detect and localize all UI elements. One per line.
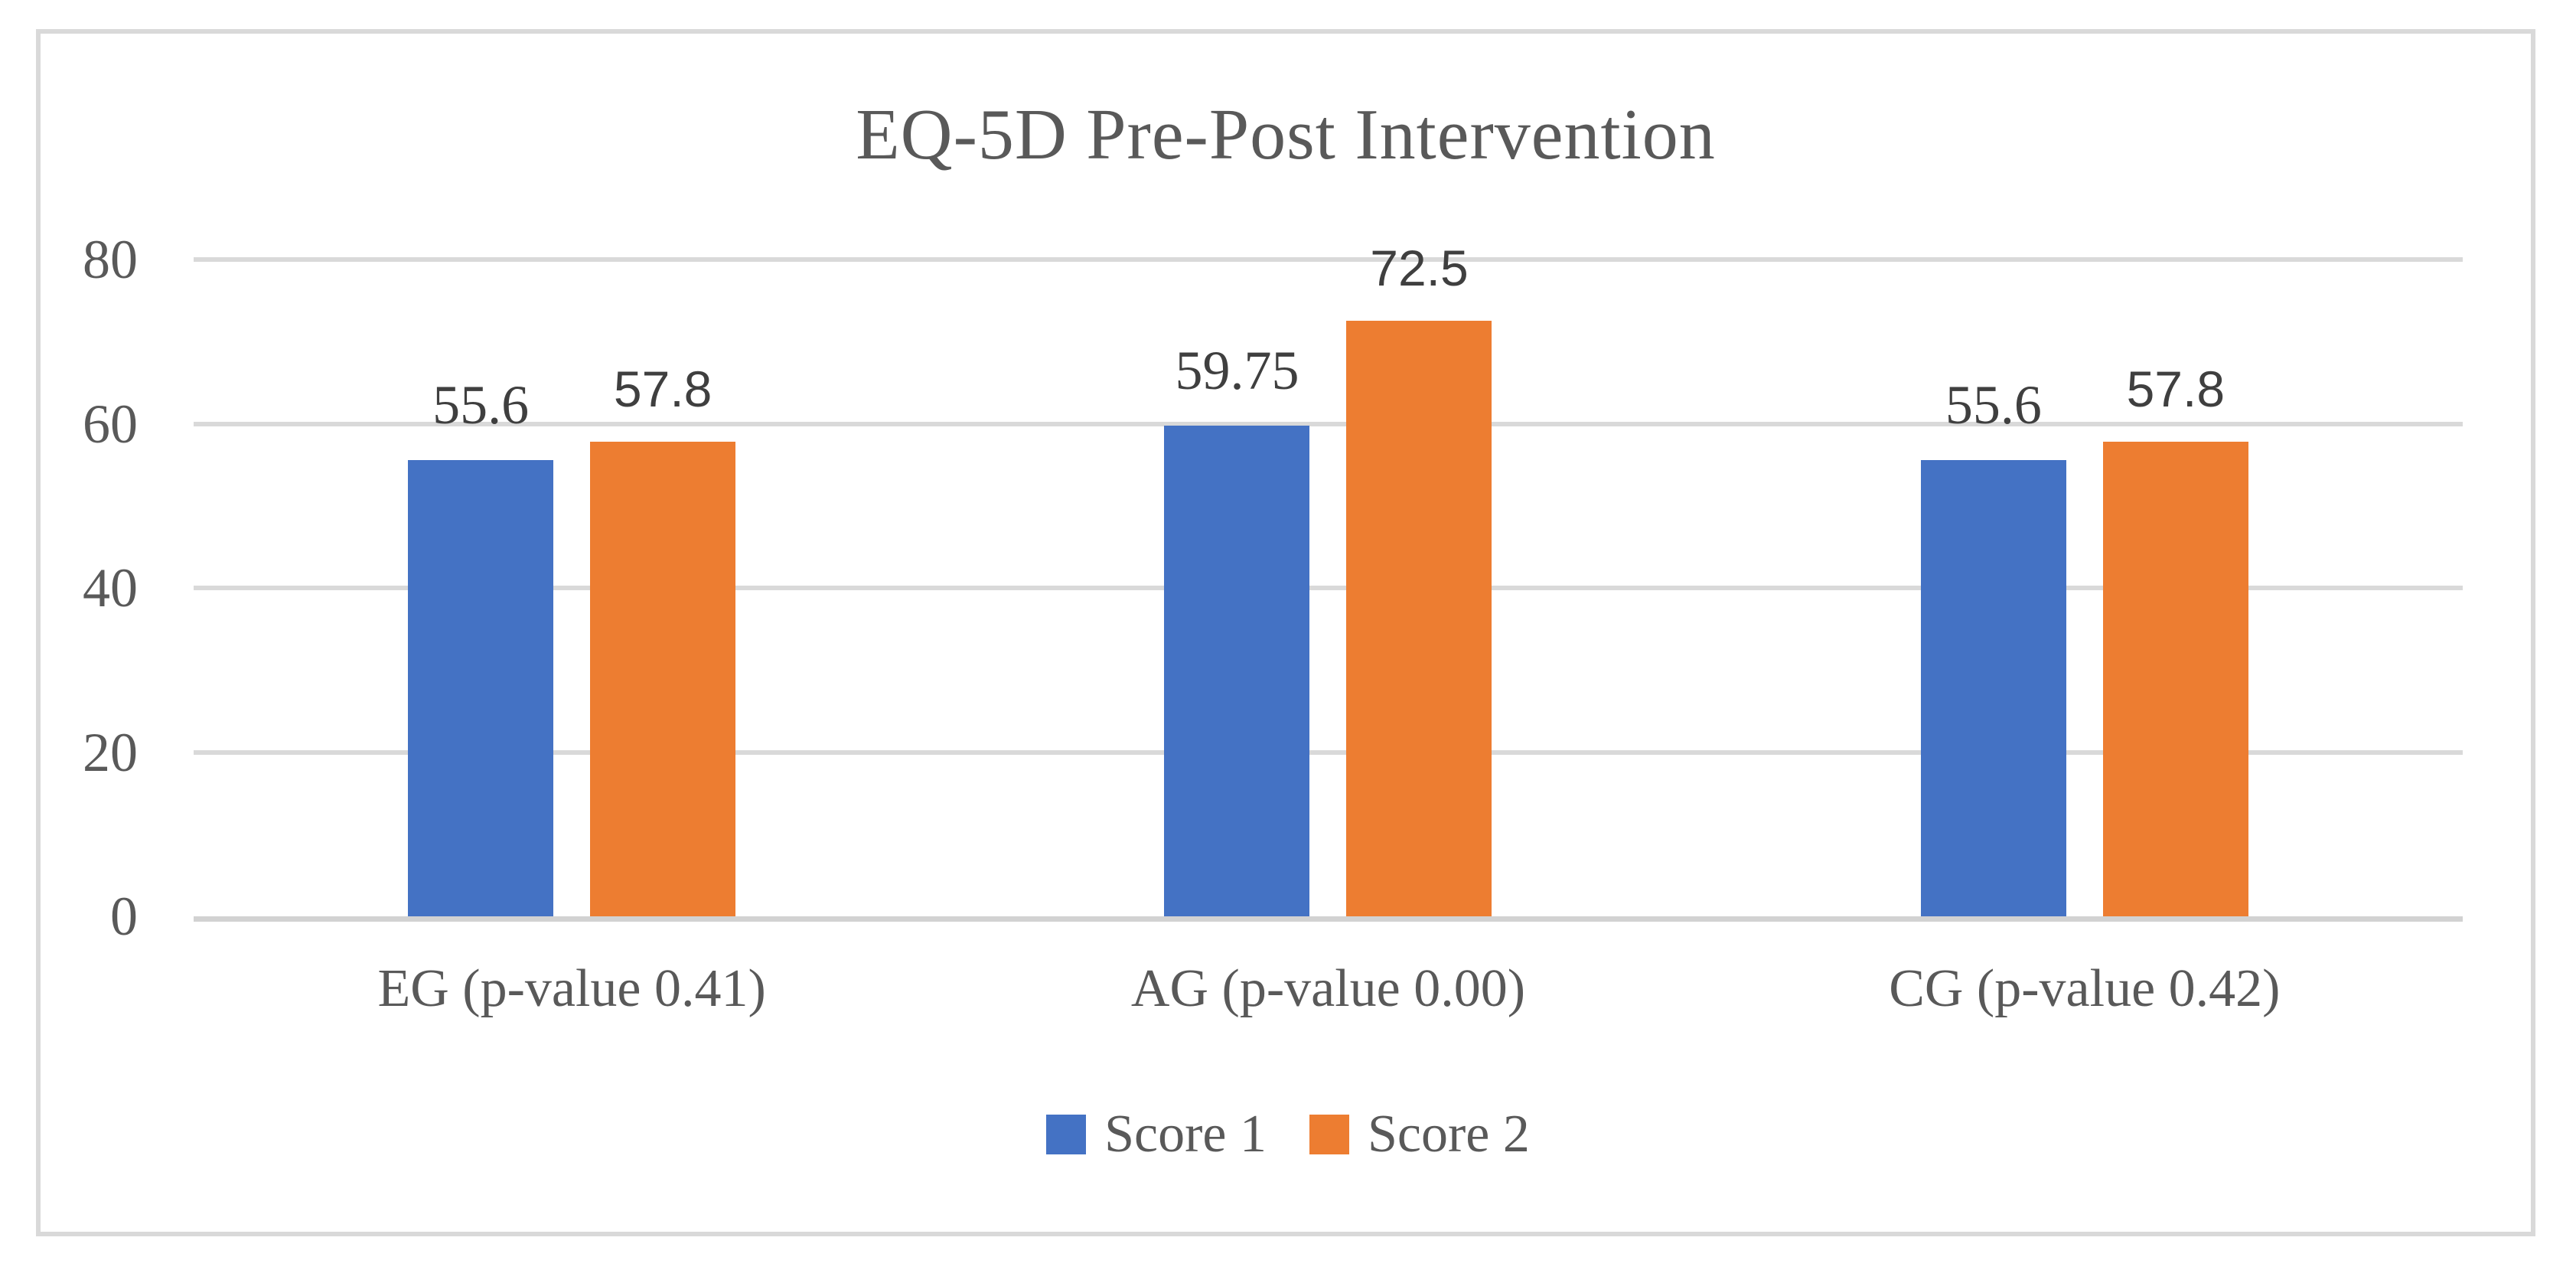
legend-item: Score 2 <box>1309 1104 1530 1165</box>
x-axis-labels: EG (p-value 0.41) AG (p-value 0.00) CG (p-… <box>194 958 2463 1020</box>
bar-score-1: 55.6 <box>408 377 554 916</box>
bar-score-2: 72.5 <box>1346 243 1492 916</box>
y-axis-tick-label: 60 <box>83 393 138 455</box>
gridline <box>194 421 2463 426</box>
x-axis-label: AG (p-value 0.00) <box>1130 959 1526 1018</box>
x-axis-line <box>194 916 2463 922</box>
bar-group: 55.6 57.8 <box>1707 260 2463 916</box>
x-axis-label: CG (p-value 0.42) <box>1889 959 2281 1018</box>
x-axis-label: EG (p-value 0.41) <box>377 959 766 1018</box>
bar-group: 59.75 72.5 <box>950 243 1706 916</box>
y-axis-tick-label: 0 <box>110 886 138 947</box>
y-axis-tick-label: 80 <box>83 229 138 290</box>
gridline <box>194 586 2463 590</box>
value-label: 59.75 <box>1175 340 1299 402</box>
legend-swatch-icon <box>1046 1115 1087 1154</box>
bar-score-1: 59.75 <box>1164 343 1310 916</box>
legend-label: Score 2 <box>1368 1105 1530 1164</box>
plot-area: 55.6 57.8 59.75 72.5 55.6 57.8 <box>194 243 2463 922</box>
value-label: 57.8 <box>2126 361 2225 418</box>
y-axis-labels: 0 20 40 60 80 <box>0 232 172 944</box>
bar-score-1: 55.6 <box>1920 377 2066 916</box>
value-label: 55.6 <box>432 374 530 436</box>
legend-swatch-icon <box>1309 1115 1349 1154</box>
chart-title: EQ-5D Pre-Post Intervention <box>856 95 1716 175</box>
gridline <box>194 749 2463 755</box>
bar-group: 55.6 57.8 <box>194 260 950 916</box>
y-axis-tick-label: 20 <box>83 721 138 783</box>
value-label: 72.5 <box>1370 240 1469 297</box>
bar-score-2: 57.8 <box>2102 364 2248 916</box>
legend: Score 1 Score 2 <box>0 1104 2576 1165</box>
value-label: 57.8 <box>613 361 712 418</box>
bar-score-2: 57.8 <box>590 364 736 916</box>
gridline <box>194 257 2463 262</box>
value-label: 55.6 <box>1945 374 2042 436</box>
legend-item: Score 1 <box>1046 1104 1267 1165</box>
legend-label: Score 1 <box>1104 1105 1267 1164</box>
y-axis-tick-label: 40 <box>83 557 138 619</box>
